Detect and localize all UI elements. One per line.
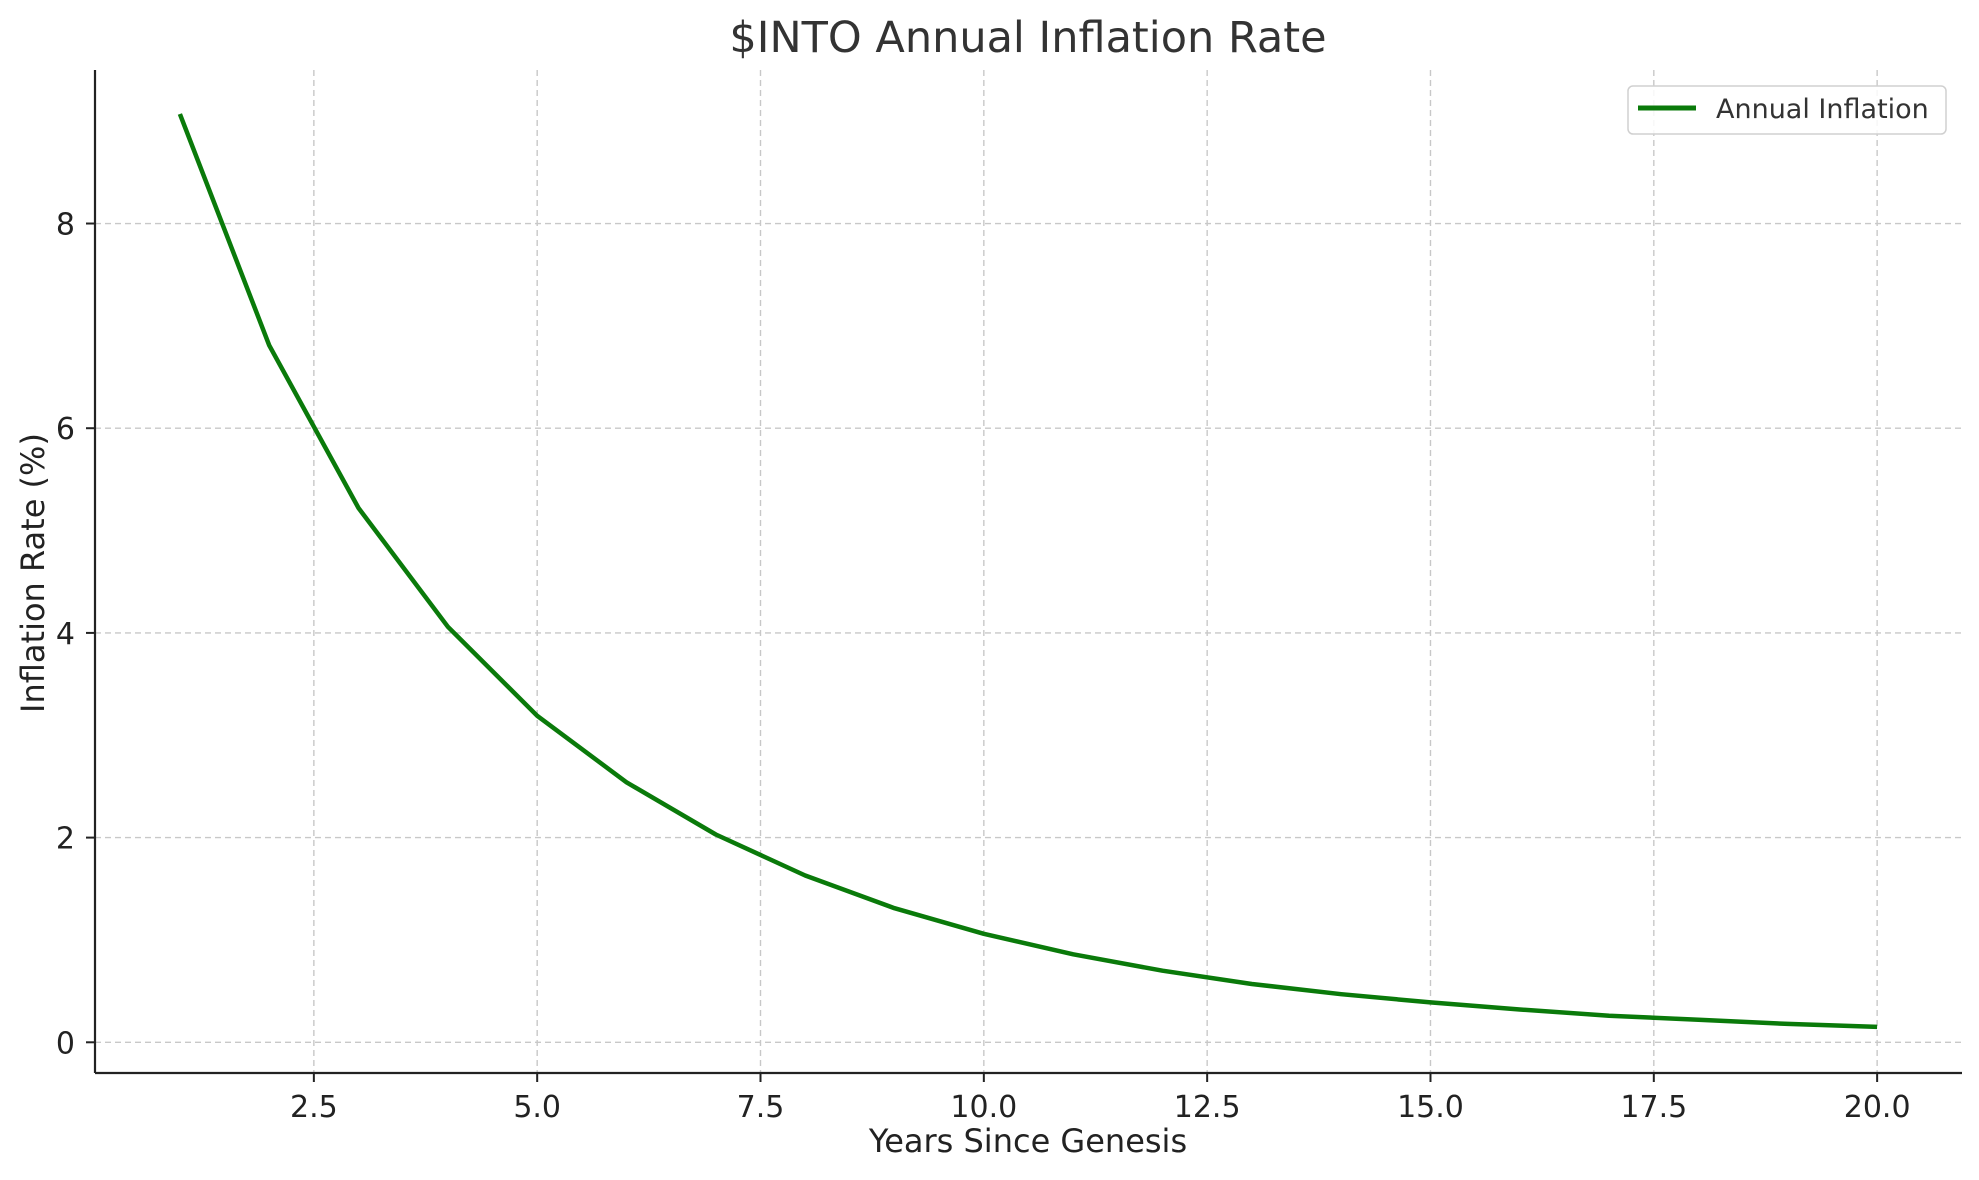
legend-label-annual-inflation: Annual Inflation [1716,94,1929,125]
legend: Annual Inflation [1627,85,1947,135]
data-point [267,343,271,347]
data-point [178,112,182,116]
data-point [446,625,450,629]
data-point [1696,1018,1700,1022]
data-point [1875,1025,1879,1029]
data-point [982,932,986,936]
x-tick-label: 12.5 [1174,1090,1241,1125]
data-point [803,873,807,877]
data-point [1786,1022,1790,1026]
tick-marks [86,222,1879,1082]
data-point [1339,992,1343,996]
data-point [892,906,896,910]
data-point [1428,1000,1432,1004]
x-tick-label: 15.0 [1397,1090,1464,1125]
series-line-annual-inflation [177,113,1878,1030]
legend-box [1627,85,1947,135]
data-point [1607,1013,1611,1017]
tick-labels: 2.5 5.0 7.5 10.0 12.5 15.0 17.5 20.0 0 2 4 6 8 [56,208,1911,1125]
y-tick-label: 0 [56,1026,75,1061]
x-axis-label: Years Since Genesis [868,1122,1187,1160]
data-point [1250,982,1254,986]
x-tick-label: 7.5 [737,1090,785,1125]
y-tick-label: 4 [56,617,75,652]
y-tick-label: 2 [56,822,75,857]
data-point [1071,952,1075,956]
data-point [535,714,539,718]
x-tick-label: 5.0 [513,1090,561,1125]
x-tick-label: 17.5 [1620,1090,1687,1125]
y-axis-label: Inflation Rate (%) [14,433,52,713]
data-series [177,112,1879,1030]
x-tick-label: 10.0 [950,1090,1017,1125]
data-point [1518,1007,1522,1011]
data-point [1160,968,1164,972]
y-tick-label: 6 [56,412,75,447]
y-tick-label: 8 [56,208,75,243]
data-point [714,832,718,836]
chart-title: $INTO Annual Inflation Rate [729,13,1326,63]
axes [93,70,1962,1075]
data-point [624,780,628,784]
data-point [356,506,360,510]
grid-lines [95,70,1962,1073]
x-tick-label: 2.5 [290,1090,338,1125]
x-tick-label: 20.0 [1844,1090,1911,1125]
